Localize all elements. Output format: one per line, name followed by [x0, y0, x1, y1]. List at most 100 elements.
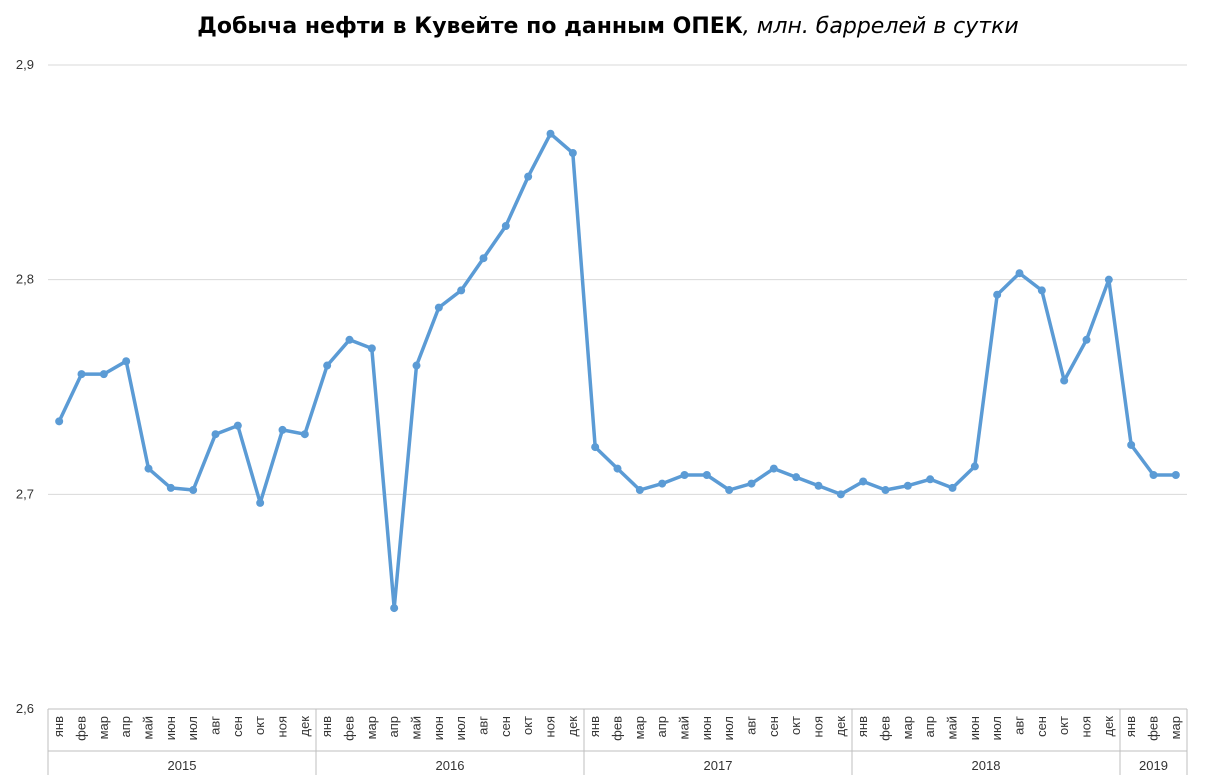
- data-point: [412, 361, 421, 370]
- x-tick-label: фев: [878, 716, 893, 741]
- x-tick-label: фев: [74, 716, 89, 741]
- data-point: [702, 471, 711, 480]
- y-tick-label: 2,7: [16, 486, 34, 501]
- data-point: [189, 486, 198, 495]
- x-tick-label: июл: [185, 716, 200, 740]
- data-point: [792, 473, 801, 482]
- x-tick-label: авг: [1012, 716, 1027, 735]
- x-tick-label: окт: [1056, 716, 1071, 735]
- x-tick-label: май: [141, 716, 156, 739]
- data-point: [926, 475, 935, 484]
- data-point: [1060, 376, 1069, 385]
- year-label: 2016: [436, 758, 465, 773]
- data-point: [568, 149, 577, 158]
- data-point: [1149, 471, 1158, 480]
- x-tick-label: сен: [766, 716, 781, 737]
- data-point: [256, 498, 265, 507]
- data-point: [390, 604, 399, 613]
- data-point: [836, 490, 845, 499]
- x-tick-label: фев: [342, 716, 357, 741]
- data-point: [948, 483, 957, 492]
- data-point: [166, 483, 175, 492]
- x-tick-label: авг: [744, 716, 759, 735]
- data-point: [77, 370, 86, 379]
- data-point: [144, 464, 153, 473]
- data-point: [278, 425, 287, 434]
- year-label: 2019: [1139, 758, 1168, 773]
- y-axis: 2,6 2,7 2,8 2,9: [16, 57, 34, 716]
- data-point: [903, 481, 912, 490]
- data-point: [546, 129, 555, 138]
- data-point: [1037, 286, 1046, 295]
- data-point: [680, 471, 689, 480]
- data-point: [859, 477, 868, 486]
- series-line: [55, 129, 1180, 613]
- x-tick-label: окт: [520, 716, 535, 735]
- data-point: [501, 222, 510, 230]
- x-tick-label: дек: [297, 716, 312, 737]
- y-tick-label: 2,8: [16, 272, 34, 287]
- data-point: [99, 370, 108, 379]
- x-tick-label: июл: [989, 716, 1004, 740]
- x-tick-label: дек: [833, 716, 848, 737]
- data-point: [122, 357, 131, 366]
- x-tick-label: ноя: [1079, 716, 1094, 737]
- x-tick-label: ноя: [543, 716, 558, 737]
- x-tick-label: апр: [386, 716, 401, 738]
- x-tick-label: янв: [319, 716, 334, 737]
- data-point: [613, 464, 622, 473]
- x-tick-label: ноя: [811, 716, 826, 737]
- grid-lines: [48, 64, 1187, 495]
- x-tick-label: фев: [1146, 716, 1161, 741]
- data-point: [367, 344, 376, 353]
- x-tick-label: апр: [922, 716, 937, 738]
- data-point: [233, 421, 242, 430]
- x-tick-label: янв: [51, 716, 66, 737]
- data-point: [211, 430, 220, 439]
- data-point: [725, 486, 734, 495]
- data-point: [1104, 275, 1113, 284]
- x-tick-label: мар: [1168, 716, 1183, 739]
- data-point: [457, 286, 466, 295]
- data-point: [1127, 440, 1136, 449]
- x-tick-label: дек: [1101, 716, 1116, 737]
- x-tick-label: окт: [252, 716, 267, 735]
- x-tick-label: фев: [610, 716, 625, 741]
- data-point: [434, 303, 443, 312]
- y-tick-label: 2,9: [16, 57, 34, 72]
- x-tick-label: янв: [1123, 716, 1138, 737]
- x-tick-label: июл: [721, 716, 736, 740]
- x-tick-label: авг: [208, 716, 223, 735]
- x-tick-label: мар: [632, 716, 647, 739]
- year-label: 2015: [168, 758, 197, 773]
- data-point: [881, 486, 890, 495]
- x-tick-label: мар: [900, 716, 915, 739]
- x-tick-label: апр: [654, 716, 669, 738]
- data-point: [1082, 335, 1091, 344]
- x-tick-label: мар: [364, 716, 379, 739]
- x-tick-label: май: [945, 716, 960, 739]
- data-point: [1171, 471, 1180, 480]
- x-tick-label: мар: [96, 716, 111, 739]
- x-tick-label: апр: [118, 716, 133, 738]
- x-tick-label: сен: [230, 716, 245, 737]
- data-point: [970, 462, 979, 471]
- year-label: 2017: [704, 758, 733, 773]
- data-point: [323, 361, 332, 370]
- x-tick-label: ноя: [275, 716, 290, 737]
- data-point: [479, 254, 488, 263]
- x-tick-label: окт: [788, 716, 803, 735]
- chart-title: Добыча нефти в Кувейте по данным ОПЕК, м…: [0, 14, 1216, 39]
- x-tick-label: май: [409, 716, 424, 739]
- data-point: [345, 335, 354, 344]
- chart-title-main: Добыча нефти в Кувейте по данным ОПЕК: [197, 14, 743, 39]
- data-point: [591, 443, 600, 452]
- x-tick-label: авг: [476, 716, 491, 735]
- x-axis: янв фев мар апр май июн июл авг сен окт ноя дек2015…: [47, 708, 1188, 775]
- x-tick-label: янв: [587, 716, 602, 737]
- x-tick-label: июн: [163, 716, 178, 740]
- x-tick-label: сен: [498, 716, 513, 737]
- data-point: [55, 417, 64, 426]
- data-point: [524, 172, 533, 181]
- data-point: [814, 481, 823, 490]
